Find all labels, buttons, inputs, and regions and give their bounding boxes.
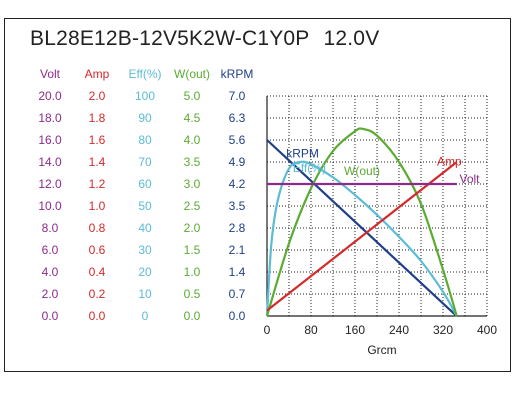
scale-value-wout: 3.0	[183, 177, 201, 191]
series-line-wout	[265, 127, 458, 317]
scale-value-wout: 0.0	[183, 309, 201, 323]
series-label-wout: W(out)	[344, 164, 380, 178]
scale-value-wout: 2.0	[183, 221, 201, 235]
scale-value-amp: 0.0	[88, 309, 106, 323]
scale-value-eff: 30	[138, 243, 152, 257]
scale-value-eff: 50	[138, 199, 152, 213]
scale-value-amp: 1.8	[88, 111, 106, 125]
scale-value-wout: 5.0	[183, 89, 201, 103]
x-tick-label: 160	[345, 323, 365, 337]
scale-value-amp: 0.2	[88, 287, 106, 301]
scale-value-volt: 4.0	[41, 265, 59, 279]
scale-value-wout: 1.5	[183, 243, 201, 257]
column-header-eff: Eff(%)	[128, 67, 162, 81]
scale-value-volt: 16.0	[38, 133, 62, 147]
scale-value-wout: 3.5	[183, 155, 201, 169]
column-header-krpm: kRPM	[220, 67, 254, 81]
scale-value-krpm: 7.0	[228, 89, 246, 103]
x-axis-label: Grcm	[367, 343, 396, 357]
scale-value-volt: 0.0	[41, 309, 59, 323]
scale-value-krpm: 2.8	[228, 221, 246, 235]
x-tick-label: 240	[389, 323, 409, 337]
scale-value-eff: 20	[138, 265, 152, 279]
scale-value-wout: 4.0	[183, 133, 201, 147]
scale-value-krpm: 3.5	[228, 199, 246, 213]
scale-value-amp: 1.2	[88, 177, 106, 191]
scale-value-volt: 14.0	[38, 155, 62, 169]
scale-value-krpm: 1.4	[228, 265, 246, 279]
scale-value-eff: 80	[138, 133, 152, 147]
scale-value-krpm: 2.1	[228, 243, 246, 257]
series-label-amp: Amp	[437, 154, 462, 168]
series-label-eff: Eff(%)	[293, 161, 326, 175]
scale-value-amp: 1.0	[88, 199, 106, 213]
scale-value-amp: 0.8	[88, 221, 106, 235]
chart-frame	[4, 18, 511, 372]
scale-value-krpm: 4.2	[228, 177, 246, 191]
series-line-krpm	[266, 139, 458, 317]
x-tick-label: 0	[264, 323, 271, 337]
scale-value-krpm: 5.6	[228, 133, 246, 147]
x-tick-label: 320	[433, 323, 453, 337]
column-header-volt: Volt	[39, 67, 60, 81]
scale-value-amp: 2.0	[88, 89, 106, 103]
scale-value-amp: 0.4	[88, 265, 106, 279]
scale-value-volt: 2.0	[41, 287, 59, 301]
scale-value-wout: 1.0	[183, 265, 201, 279]
model-name: BL28E12B-12V5K2W-C1Y0P	[30, 27, 310, 50]
scale-value-eff: 40	[138, 221, 152, 235]
scale-value-krpm: 0.0	[228, 309, 246, 323]
scale-value-eff: 60	[138, 177, 152, 191]
scale-value-eff: 70	[138, 155, 152, 169]
series-label-volt: Volt	[460, 172, 481, 186]
voltage-label: 12.0V	[323, 27, 380, 50]
x-tick-label: 400	[477, 323, 497, 337]
scale-value-amp: 1.6	[88, 133, 106, 147]
scale-value-krpm: 6.3	[228, 111, 246, 125]
scale-value-volt: 12.0	[38, 177, 62, 191]
scale-value-wout: 0.5	[183, 287, 201, 301]
x-tick-label: 80	[304, 323, 318, 337]
scale-value-volt: 20.0	[38, 89, 62, 103]
scale-value-volt: 6.0	[41, 243, 59, 257]
scale-value-wout: 4.5	[183, 111, 201, 125]
series-line-eff	[265, 160, 458, 317]
scale-value-amp: 0.6	[88, 243, 106, 257]
series-label-krpm: kRPM	[286, 147, 319, 161]
scale-value-eff: 10	[138, 287, 152, 301]
scale-value-krpm: 0.7	[228, 287, 246, 301]
scale-value-volt: 10.0	[38, 199, 62, 213]
scale-value-krpm: 4.9	[228, 155, 246, 169]
scale-value-amp: 1.4	[88, 155, 106, 169]
series-line-amp	[266, 161, 458, 312]
scale-value-wout: 2.5	[183, 199, 201, 213]
scale-value-eff: 0	[141, 309, 149, 323]
scale-value-volt: 18.0	[38, 111, 62, 125]
scale-value-eff: 90	[138, 111, 152, 125]
column-header-amp: Amp	[84, 67, 110, 81]
scale-value-volt: 8.0	[41, 221, 59, 235]
scale-value-eff: 100	[134, 89, 156, 103]
chart-title: BL28E12B-12V5K2W-C1Y0P 12.0V	[30, 27, 379, 51]
column-header-wout: W(out)	[174, 67, 210, 81]
